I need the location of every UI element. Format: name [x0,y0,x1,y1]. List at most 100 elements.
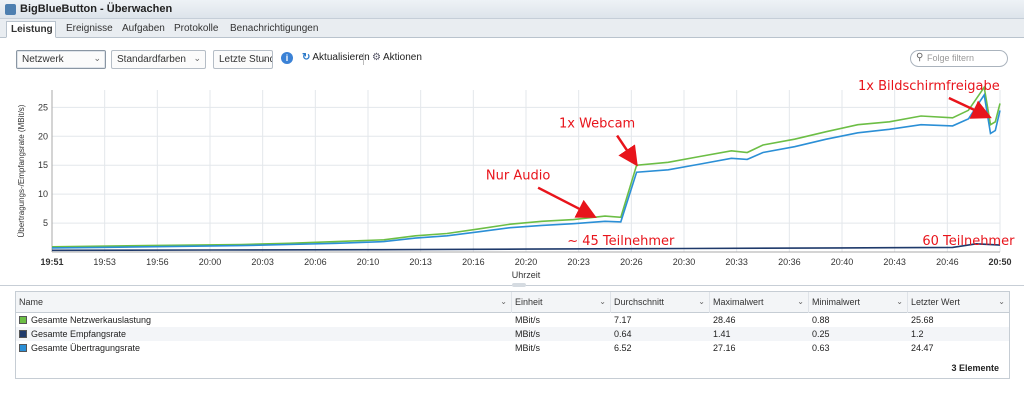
row-min: 0.63 [812,343,830,353]
x-tick-label: 20:40 [831,257,854,267]
row-min: 0.88 [812,315,830,325]
x-tick-label: 20:30 [673,257,696,267]
y-axis-label: Übertragungs-/Empfangsrate (MBit/s) [17,104,26,237]
column-header-last[interactable]: Letzter Wert ⌄ [908,292,1009,313]
color-select-value: Standardfarben [117,54,186,65]
table-header: Name ⌄ Einheit ⌄ Durchschnitt ⌄ Maximalwert… [16,292,1009,313]
annotation-arrow [616,134,638,167]
x-tick-label: 20:10 [357,257,380,267]
column-header-max[interactable]: Maximalwert ⌄ [710,292,809,313]
row-average: 7.17 [614,315,632,325]
tab-bar: Leistung Ereignisse Aufgaben Protokolle … [0,19,1024,38]
performance-chart: 19:51 19:53 19:56 20:00 20:03 20:06 20:10 20:13… [17,80,1015,280]
toolbar-divider [363,53,364,65]
annotation-arrow [537,186,597,218]
row-max: 27.16 [713,343,736,353]
x-tick-label: 20:23 [567,257,590,267]
splitter-handle[interactable] [512,283,526,287]
table-row[interactable]: Gesamte Netzwerkauslastung MBit/s 7.17 2… [16,313,1009,327]
x-tick-label: 20:20 [515,257,538,267]
chevron-down-icon: ⌄ [998,297,1005,306]
annotation-label: ~ 45 Teilnehmer [567,234,675,249]
info-icon[interactable]: i [281,52,293,64]
element-count: 3 Elemente [951,363,999,373]
column-header-label: Letzter Wert [911,297,960,307]
column-header-label: Minimalwert [812,297,861,307]
row-name: Gesamte Übertragungsrate [31,343,141,353]
chevron-down-icon: ⌄ [193,53,201,63]
x-tick-label: 20:43 [883,257,906,267]
tab-leistung[interactable]: Leistung [6,21,56,38]
metric-select[interactable]: Netzwerk ⌄ [16,50,106,69]
row-name: Gesamte Netzwerkauslastung [31,315,152,325]
x-tick-label: 20:33 [725,257,748,267]
tab-aufgaben[interactable]: Aufgaben [122,23,165,34]
series-color-swatch [19,344,27,352]
chevron-down-icon: ⌄ [896,297,903,306]
row-name-cell: Gesamte Übertragungsrate [16,341,140,355]
column-header-label: Durchschnitt [614,297,665,307]
x-tick-label: 20:36 [778,257,801,267]
chevron-down-icon: ⌄ [698,297,705,306]
table-row[interactable]: Gesamte Übertragungsrate MBit/s 6.52 27.… [16,341,1009,355]
x-tick-label: 20:50 [988,257,1011,267]
row-unit: MBit/s [515,329,541,339]
chevron-down-icon: ⌄ [260,53,268,63]
search-icon: ⚲ [916,52,924,63]
annotation-label: Nur Audio [486,169,550,184]
x-axis-label: Uhrzeit [512,270,541,280]
annotation-label: 1x Webcam [559,117,635,132]
row-max: 28.46 [713,315,736,325]
column-header-unit[interactable]: Einheit ⌄ [512,292,611,313]
row-min: 0.25 [812,329,830,339]
row-last: 25.68 [911,315,934,325]
row-average: 6.52 [614,343,632,353]
column-header-average[interactable]: Durchschnitt ⌄ [611,292,710,313]
annotation-label: 1x Bildschirmfreigabe [858,80,1000,94]
column-header-label: Name [19,297,44,307]
tab-ereignisse[interactable]: Ereignisse [66,23,113,34]
filter-input[interactable]: ⚲ Folge filtern [910,50,1008,67]
chevron-down-icon: ⌄ [797,297,804,306]
x-tick-label: 20:06 [304,257,327,267]
x-tick-label: 19:56 [146,257,169,267]
actions-label: Aktionen [382,52,422,63]
x-tick-label: 19:53 [93,257,116,267]
metric-select-value: Netzwerk [22,54,64,65]
time-range-select[interactable]: Letzte Stunde ⌄ [213,50,273,69]
x-tick-label: 19:51 [40,257,63,267]
chevron-down-icon: ⌄ [93,53,101,63]
y-tick-label: 15 [38,160,48,170]
column-header-name[interactable]: Name ⌄ [16,292,512,313]
annotation-label: 60 Teilnehmer [922,234,1015,249]
column-header-min[interactable]: Minimalwert ⌄ [809,292,908,313]
toolbar: Netzwerk ⌄ Standardfarben ⌄ Letzte Stund… [0,46,1024,72]
series-line-2 [51,92,1001,249]
chevron-down-icon: ⌄ [599,297,606,306]
refresh-label: Aktualisieren [312,52,370,63]
color-select[interactable]: Standardfarben ⌄ [111,50,206,69]
x-tick-label: 20:26 [620,257,643,267]
row-name-cell: Gesamte Netzwerkauslastung [16,313,151,327]
series-color-swatch [19,316,27,324]
annotation-arrow [948,96,992,119]
filter-placeholder: Folge filtern [927,53,975,63]
window-title: BigBlueButton - Überwachen [20,3,173,15]
actions-button[interactable]: ⚙ Aktionen [372,52,422,63]
time-range-value: Letzte Stunde [219,54,272,65]
tab-protokolle[interactable]: Protokolle [174,23,219,34]
column-header-label: Einheit [515,297,543,307]
row-name-cell: Gesamte Empfangsrate [16,327,126,341]
tab-benachrichtigungen[interactable]: Benachrichtigungen [230,23,319,34]
row-last: 24.47 [911,343,934,353]
app-icon [5,4,16,15]
title-bar: BigBlueButton - Überwachen [0,0,1024,19]
x-tick-label: 20:16 [462,257,485,267]
x-tick-label: 20:46 [936,257,959,267]
refresh-button[interactable]: ↻ Aktualisieren [302,52,370,63]
y-tick-label: 10 [38,189,48,199]
table-row[interactable]: Gesamte Empfangsrate MBit/s 0.64 1.41 0.… [16,327,1009,341]
column-header-label: Maximalwert [713,297,764,307]
y-tick-label: 5 [43,218,48,228]
